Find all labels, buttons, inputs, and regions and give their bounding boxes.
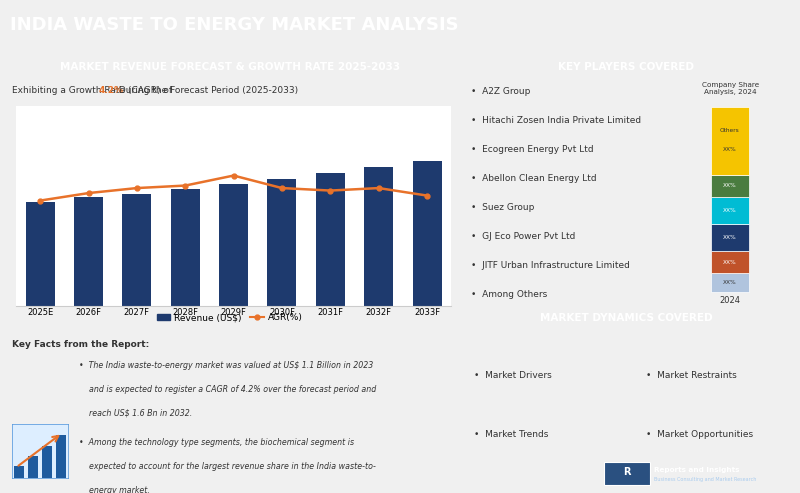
Bar bbox=[14, 466, 23, 478]
Text: •  Market Drivers: • Market Drivers bbox=[474, 371, 552, 380]
Text: XX%: XX% bbox=[723, 280, 737, 285]
Text: XX%: XX% bbox=[723, 146, 737, 152]
Bar bbox=[122, 194, 151, 306]
Bar bbox=[42, 446, 51, 478]
Bar bbox=[57, 435, 66, 478]
Bar bbox=[364, 167, 393, 306]
Text: MARKET REVENUE FORECAST & GROWTH RATE 2025-2033: MARKET REVENUE FORECAST & GROWTH RATE 20… bbox=[59, 62, 400, 72]
Text: XX%: XX% bbox=[723, 260, 737, 265]
Text: Exhibiting a Growth Rate (CAGR) of: Exhibiting a Growth Rate (CAGR) of bbox=[13, 86, 175, 95]
Text: 2024: 2024 bbox=[719, 295, 741, 305]
Text: •  Among the technology type segments, the biochemical segment is: • Among the technology type segments, th… bbox=[79, 438, 354, 448]
FancyBboxPatch shape bbox=[711, 251, 749, 273]
Text: •  Hitachi Zosen India Private Limited: • Hitachi Zosen India Private Limited bbox=[470, 116, 641, 125]
Text: •  Market Restraints: • Market Restraints bbox=[646, 371, 737, 380]
Text: XX%: XX% bbox=[723, 235, 737, 240]
Text: •  Suez Group: • Suez Group bbox=[470, 203, 534, 212]
Text: •  Ecogreen Energy Pvt Ltd: • Ecogreen Energy Pvt Ltd bbox=[470, 145, 594, 154]
Text: 4.2%: 4.2% bbox=[99, 86, 124, 95]
Text: R: R bbox=[623, 467, 630, 477]
FancyBboxPatch shape bbox=[711, 224, 749, 251]
FancyBboxPatch shape bbox=[711, 273, 749, 292]
Text: Business Consulting and Market Research: Business Consulting and Market Research bbox=[654, 477, 756, 482]
Text: •  Abellon Clean Energy Ltd: • Abellon Clean Energy Ltd bbox=[470, 174, 596, 183]
FancyBboxPatch shape bbox=[711, 107, 749, 175]
Text: Others: Others bbox=[720, 128, 740, 133]
Bar bbox=[74, 197, 103, 306]
Text: •  GJ Eco Power Pvt Ltd: • GJ Eco Power Pvt Ltd bbox=[470, 232, 575, 241]
FancyBboxPatch shape bbox=[604, 462, 650, 485]
Bar bbox=[267, 178, 297, 306]
Text: •  Among Others: • Among Others bbox=[470, 290, 547, 299]
Text: MARKET DYNAMICS COVERED: MARKET DYNAMICS COVERED bbox=[540, 314, 713, 323]
Bar bbox=[29, 456, 38, 478]
Text: reach US$ 1.6 Bn in 2032.: reach US$ 1.6 Bn in 2032. bbox=[79, 409, 192, 418]
Text: •  Market Trends: • Market Trends bbox=[474, 430, 549, 439]
Bar bbox=[26, 202, 54, 306]
Text: •  The India waste-to-energy market was valued at US$ 1.1 Billion in 2023: • The India waste-to-energy market was v… bbox=[79, 361, 373, 370]
Text: XX%: XX% bbox=[723, 208, 737, 213]
Text: KEY PLAYERS COVERED: KEY PLAYERS COVERED bbox=[558, 62, 694, 72]
Bar bbox=[219, 184, 248, 306]
Bar bbox=[170, 189, 200, 306]
Text: •  Market Opportunities: • Market Opportunities bbox=[646, 430, 754, 439]
FancyBboxPatch shape bbox=[711, 197, 749, 224]
Text: and is expected to register a CAGR of 4.2% over the forecast period and: and is expected to register a CAGR of 4.… bbox=[79, 385, 376, 394]
FancyBboxPatch shape bbox=[711, 175, 749, 197]
Text: Key Facts from the Report:: Key Facts from the Report: bbox=[13, 340, 150, 349]
Legend: Revenue (US$), AGR(%): Revenue (US$), AGR(%) bbox=[153, 310, 306, 326]
Bar bbox=[316, 173, 345, 306]
Text: XX%: XX% bbox=[723, 183, 737, 188]
Text: Reports and Insights: Reports and Insights bbox=[654, 467, 739, 473]
Text: energy market.: energy market. bbox=[79, 486, 150, 493]
Text: •  JITF Urban Infrastructure Limited: • JITF Urban Infrastructure Limited bbox=[470, 261, 630, 270]
Text: expected to account for the largest revenue share in the India waste-to-: expected to account for the largest reve… bbox=[79, 462, 376, 471]
Bar bbox=[413, 161, 442, 306]
Text: INDIA WASTE TO ENERGY MARKET ANALYSIS: INDIA WASTE TO ENERGY MARKET ANALYSIS bbox=[10, 16, 458, 34]
Text: •  A2Z Group: • A2Z Group bbox=[470, 87, 530, 96]
Text: During the Forecast Period (2025-2033): During the Forecast Period (2025-2033) bbox=[116, 86, 298, 95]
Text: Company Share
Analysis, 2024: Company Share Analysis, 2024 bbox=[702, 82, 759, 95]
